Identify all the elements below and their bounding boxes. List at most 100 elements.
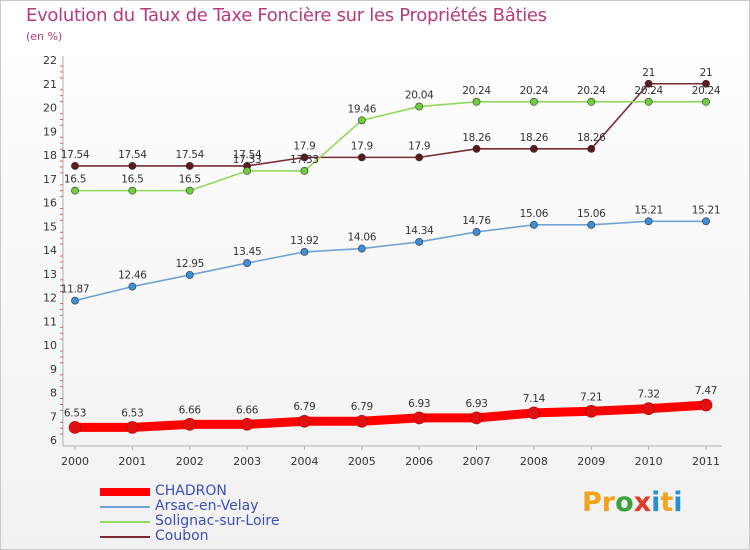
x-tick-label: 2005 bbox=[348, 455, 376, 468]
logo-letter: P bbox=[582, 487, 602, 518]
data-point-arsac-en-velay bbox=[472, 228, 481, 236]
data-point-solignac-sur-loire bbox=[530, 97, 538, 106]
data-label-coubon: 18.26 bbox=[520, 132, 549, 144]
y-tick-label: 14 bbox=[43, 244, 57, 257]
data-point-solignac-sur-loire bbox=[243, 167, 251, 175]
series-line-coubon bbox=[74, 82, 707, 167]
data-label-coubon: 17.54 bbox=[175, 149, 204, 161]
data-label-solignac-sur-loire: 20.24 bbox=[520, 85, 549, 97]
data-label-solignac-sur-loire: 16.5 bbox=[121, 174, 143, 186]
data-point-coubon bbox=[415, 153, 424, 162]
y-tick-label: 21 bbox=[43, 78, 57, 91]
data-point-arsac-en-velay bbox=[530, 220, 538, 229]
data-label-chadron: 7.47 bbox=[695, 385, 717, 397]
data-label-coubon: 17.9 bbox=[293, 140, 315, 152]
y-tick-label: 20 bbox=[43, 102, 57, 115]
data-point-coubon bbox=[702, 79, 710, 88]
data-point-solignac-sur-loire bbox=[702, 97, 710, 106]
data-label-arsac-en-velay: 12.95 bbox=[175, 258, 204, 270]
data-point-arsac-en-velay bbox=[644, 217, 653, 226]
proxiti-logo: Proxiti bbox=[582, 487, 683, 518]
data-point-solignac-sur-loire bbox=[185, 186, 194, 195]
data-label-arsac-en-velay: 14.34 bbox=[405, 225, 434, 237]
legend-label: CHADRON bbox=[155, 483, 227, 499]
y-tick-label: 6 bbox=[50, 434, 57, 447]
data-point-solignac-sur-loire bbox=[644, 97, 653, 106]
y-tick-label: 16 bbox=[43, 197, 57, 210]
y-tick-label: 9 bbox=[50, 363, 57, 376]
data-point-chadron bbox=[240, 418, 254, 431]
data-point-chadron bbox=[412, 411, 426, 425]
x-tick-label: 2009 bbox=[577, 455, 605, 468]
data-label-solignac-sur-loire: 20.24 bbox=[462, 85, 491, 97]
data-point-solignac-sur-loire bbox=[71, 186, 79, 195]
logo-letter: i bbox=[673, 487, 683, 518]
data-point-coubon bbox=[71, 162, 79, 170]
data-point-coubon bbox=[530, 144, 538, 153]
data-point-chadron bbox=[126, 421, 139, 434]
x-tick-label: 2000 bbox=[61, 455, 89, 468]
logo-letter: x bbox=[633, 487, 652, 518]
legend-swatch bbox=[100, 506, 150, 508]
data-label-coubon: 21 bbox=[642, 67, 655, 79]
series-line-solignac-sur-loire bbox=[74, 101, 707, 192]
data-label-coubon: 18.26 bbox=[462, 132, 491, 144]
data-label-arsac-en-velay: 14.76 bbox=[462, 215, 491, 227]
data-point-coubon bbox=[128, 162, 137, 170]
data-point-chadron bbox=[642, 402, 655, 415]
x-tick-label: 2007 bbox=[463, 455, 491, 468]
data-label-coubon: 17.54 bbox=[118, 149, 147, 161]
data-label-arsac-en-velay: 15.06 bbox=[520, 208, 549, 220]
x-tick-label: 2008 bbox=[520, 455, 548, 468]
data-point-coubon bbox=[185, 162, 194, 170]
data-label-solignac-sur-loire: 16.5 bbox=[179, 174, 201, 186]
data-label-coubon: 18.26 bbox=[577, 132, 606, 144]
data-point-solignac-sur-loire bbox=[357, 116, 366, 125]
x-tick-label: 2003 bbox=[233, 455, 261, 468]
data-point-arsac-en-velay bbox=[71, 296, 79, 305]
x-tick-label: 2002 bbox=[176, 455, 204, 468]
y-tick-label: 8 bbox=[50, 387, 57, 400]
data-point-coubon bbox=[587, 144, 596, 153]
series-line-chadron bbox=[70, 400, 711, 432]
data-label-arsac-en-velay: 15.21 bbox=[634, 204, 663, 216]
data-label-chadron: 7.32 bbox=[638, 389, 660, 401]
data-point-arsac-en-velay bbox=[415, 238, 424, 246]
y-tick-label: 7 bbox=[50, 410, 57, 423]
data-label-chadron: 6.93 bbox=[465, 398, 487, 410]
y-tick-label: 22 bbox=[43, 54, 57, 67]
data-label-solignac-sur-loire: 20.24 bbox=[634, 85, 663, 97]
legend-swatch bbox=[100, 536, 150, 538]
data-label-arsac-en-velay: 12.46 bbox=[118, 270, 147, 282]
legend-label: Arsac-en-Velay bbox=[155, 498, 259, 514]
data-point-chadron bbox=[355, 414, 369, 428]
data-label-arsac-en-velay: 13.92 bbox=[290, 235, 319, 247]
data-label-chadron: 6.79 bbox=[351, 401, 373, 413]
y-tick-label: 18 bbox=[43, 149, 57, 162]
data-point-chadron bbox=[183, 418, 197, 431]
data-point-solignac-sur-loire bbox=[472, 97, 481, 106]
data-point-solignac-sur-loire bbox=[300, 167, 309, 175]
data-label-coubon: 17.9 bbox=[351, 140, 373, 152]
y-tick-label: 15 bbox=[43, 220, 57, 233]
data-label-chadron: 7.14 bbox=[523, 393, 546, 405]
data-point-arsac-en-velay bbox=[702, 217, 710, 226]
data-point-arsac-en-velay bbox=[357, 244, 366, 253]
data-label-chadron: 6.79 bbox=[293, 401, 315, 413]
logo-letter: i bbox=[651, 487, 661, 518]
data-label-arsac-en-velay: 13.45 bbox=[233, 246, 262, 258]
data-point-arsac-en-velay bbox=[128, 282, 137, 291]
data-point-solignac-sur-loire bbox=[415, 102, 424, 111]
data-label-solignac-sur-loire: 20.24 bbox=[577, 85, 606, 97]
data-point-coubon bbox=[357, 153, 366, 162]
data-point-chadron bbox=[699, 398, 713, 412]
data-label-coubon: 21 bbox=[700, 67, 713, 79]
chart-subtitle: (en %) bbox=[26, 30, 63, 43]
logo-letter: t bbox=[660, 487, 674, 518]
data-label-chadron: 6.53 bbox=[64, 407, 86, 419]
data-point-coubon bbox=[644, 79, 653, 88]
y-tick-label: 19 bbox=[43, 125, 57, 138]
data-point-chadron bbox=[68, 421, 82, 434]
data-label-arsac-en-velay: 14.06 bbox=[348, 232, 377, 244]
data-label-coubon: 17.9 bbox=[408, 140, 430, 152]
